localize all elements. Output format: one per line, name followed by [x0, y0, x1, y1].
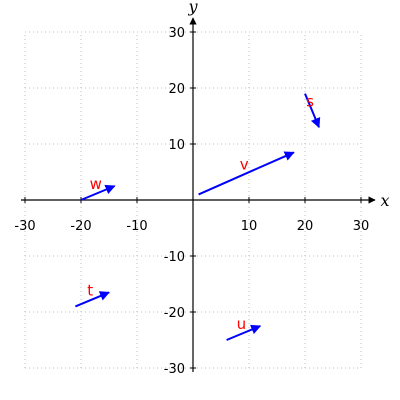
vector-label-s: s [306, 92, 314, 110]
y-tick-label: -30 [164, 362, 185, 377]
axes: xy [21, 0, 390, 372]
vector-s [304, 93, 321, 129]
x-tick-label: -20 [70, 219, 91, 234]
y-tick-label: 10 [168, 138, 185, 153]
y-tick-label: 30 [168, 26, 185, 41]
vector-v [198, 151, 295, 196]
vector-label-u: u [237, 315, 247, 333]
vector-label-v: v [240, 155, 249, 173]
vector-w [80, 184, 116, 201]
vector-u [226, 324, 262, 341]
vectors: w v s t u [75, 92, 321, 341]
x-tick-label: -10 [126, 219, 147, 234]
x-tick-label: -30 [14, 219, 35, 234]
x-tick-label: 30 [353, 219, 370, 234]
x-tick-label: 20 [297, 219, 314, 234]
y-tick-label: -20 [164, 306, 185, 321]
tick-labels: -30 -20 -10 10 20 30 -30 -20 -10 10 20 30 [14, 26, 369, 377]
vector-label-t: t [87, 281, 93, 299]
vector-t [75, 291, 110, 308]
x-axis-label: x [380, 191, 389, 210]
vector-label-w: w [90, 175, 102, 193]
y-tick-label: -10 [164, 250, 185, 265]
x-tick-label: 10 [241, 219, 258, 234]
y-tick-label: 20 [168, 82, 185, 97]
y-axis-label: y [187, 0, 198, 16]
